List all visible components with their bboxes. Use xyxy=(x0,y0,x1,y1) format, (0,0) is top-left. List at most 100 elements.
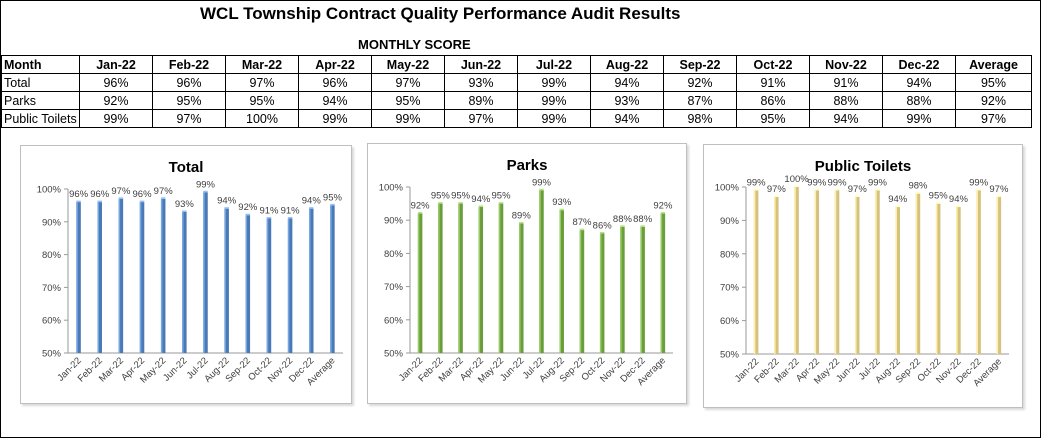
column-header: Aug-22 xyxy=(590,55,664,74)
chart-bar-highlight xyxy=(935,203,938,354)
column-header: Average xyxy=(955,55,1032,74)
table-cell: 99% xyxy=(79,109,153,128)
chart-bar xyxy=(309,208,314,353)
table-cell: 88% xyxy=(809,91,883,110)
chart-bar xyxy=(182,211,187,353)
column-header: Apr-22 xyxy=(298,55,372,74)
chart-bar-highlight xyxy=(309,208,311,353)
table-cell: 97% xyxy=(955,109,1032,128)
y-tick-label: 100% xyxy=(379,183,404,194)
data-label: 99% xyxy=(532,177,552,188)
column-header: Nov-22 xyxy=(809,55,883,74)
chart-bar-highlight xyxy=(182,211,184,353)
table-cell: 99% xyxy=(371,109,445,128)
chart-title: Public Toilets xyxy=(815,158,911,175)
chart-bar xyxy=(559,210,564,353)
data-label: 99% xyxy=(868,177,888,188)
chart-bar-cap xyxy=(478,205,484,207)
chart-bar-cap xyxy=(599,231,605,234)
y-tick-label: 100% xyxy=(715,183,740,194)
row-label: Public Toilets xyxy=(1,109,80,128)
data-label: 97% xyxy=(111,186,131,197)
table-cell: 91% xyxy=(736,73,810,92)
chart-bar-cap xyxy=(76,200,81,203)
chart-bar-highlight xyxy=(160,198,163,353)
table-cell: 87% xyxy=(663,91,737,110)
chart-bar-cap xyxy=(498,202,504,204)
data-label: 95% xyxy=(451,191,471,202)
chart-bar-cap xyxy=(620,225,625,227)
y-tick-label: 60% xyxy=(42,316,62,327)
data-label: 97% xyxy=(767,184,787,195)
data-label: 96% xyxy=(133,189,153,200)
data-label: 92% xyxy=(653,201,673,212)
chart-bar-highlight xyxy=(97,202,99,353)
y-tick-label: 90% xyxy=(42,217,62,228)
data-label: 94% xyxy=(888,194,908,205)
y-tick-label: 80% xyxy=(42,250,62,261)
row-label: Total xyxy=(1,73,80,92)
y-tick-label: 60% xyxy=(720,316,740,327)
table-cell: 99% xyxy=(882,109,956,128)
chart-bar-highlight xyxy=(245,215,248,353)
table-cell: 91% xyxy=(809,73,883,92)
chart-bar-cap xyxy=(935,202,941,204)
chart-bar-cap xyxy=(287,217,293,219)
chart-bar xyxy=(539,190,544,353)
chart-bar-highlight xyxy=(330,205,332,353)
data-label: 94% xyxy=(302,196,322,207)
table-header-row: Month Jan-22 Feb-22 Mar-22 Apr-22 May-22… xyxy=(1,55,1032,74)
chart-bar-highlight xyxy=(660,213,663,353)
chart-bar-cap xyxy=(97,200,102,203)
y-tick-label: 50% xyxy=(384,349,404,360)
table-cell: 96% xyxy=(79,73,153,92)
data-label: 94% xyxy=(217,196,237,207)
chart-bar xyxy=(330,205,335,353)
table-cell: 88% xyxy=(882,91,956,110)
data-label: 99% xyxy=(969,177,989,188)
table-cell: 96% xyxy=(298,73,372,92)
total-chart: Total 50% 60% 70% 80% 90% 100% 96% Jan-22 96% Feb-… xyxy=(20,145,352,404)
chart-bar-highlight xyxy=(996,197,999,354)
table-cell: 95% xyxy=(736,109,810,128)
chart-bar-cap xyxy=(203,190,208,193)
data-label: 97% xyxy=(989,184,1009,195)
table-cell: 93% xyxy=(444,73,518,92)
parks-chart: Parks 50% 60% 70% 80% 90% 100% 92% Jan-22 95% Feb-… xyxy=(367,143,687,404)
chart-bar-highlight xyxy=(976,190,978,354)
data-label: 95% xyxy=(492,191,512,202)
chart-bar xyxy=(478,206,484,353)
chart-bar-highlight xyxy=(478,206,481,353)
data-label: 94% xyxy=(949,194,969,205)
data-label: 95% xyxy=(431,191,451,202)
chart-bar xyxy=(660,213,666,353)
chart-bar-cap xyxy=(640,225,645,227)
chart-bar-highlight xyxy=(498,203,501,353)
data-label: 95% xyxy=(323,192,343,203)
public-toilets-chart: Public Toilets 50% 60% 70% 80% 90% 100% 99% Jan-… xyxy=(703,144,1023,408)
table-cell: 93% xyxy=(590,91,664,110)
table-cell: 97% xyxy=(371,73,445,92)
table-row: Total 96% 96% 97% 96% 97% 93% 99% 94% 92% 91% 91% 94… xyxy=(1,73,1032,92)
chart-bar xyxy=(599,233,605,353)
chart-bar xyxy=(498,203,504,353)
chart-bar xyxy=(620,226,625,353)
table-cell: 94% xyxy=(882,73,956,92)
chart-bar-cap xyxy=(438,202,443,204)
table-subtitle: MONTHLY SCORE xyxy=(358,37,471,52)
table-cell: 94% xyxy=(590,73,664,92)
chart-bar xyxy=(224,208,229,353)
column-header: Oct-22 xyxy=(736,55,810,74)
table-cell: 95% xyxy=(955,73,1032,92)
data-label: 96% xyxy=(90,189,110,200)
chart-bar xyxy=(753,190,759,354)
chart-bar xyxy=(996,197,1002,354)
data-label: 99% xyxy=(196,179,216,190)
chart-bar xyxy=(266,218,272,353)
chart-bar-cap xyxy=(915,192,921,194)
y-tick-label: 70% xyxy=(384,282,404,293)
data-label: 97% xyxy=(848,184,868,195)
table-cell: 92% xyxy=(79,91,153,110)
chart-bar-cap xyxy=(855,195,860,198)
chart-bar-cap xyxy=(182,210,187,212)
